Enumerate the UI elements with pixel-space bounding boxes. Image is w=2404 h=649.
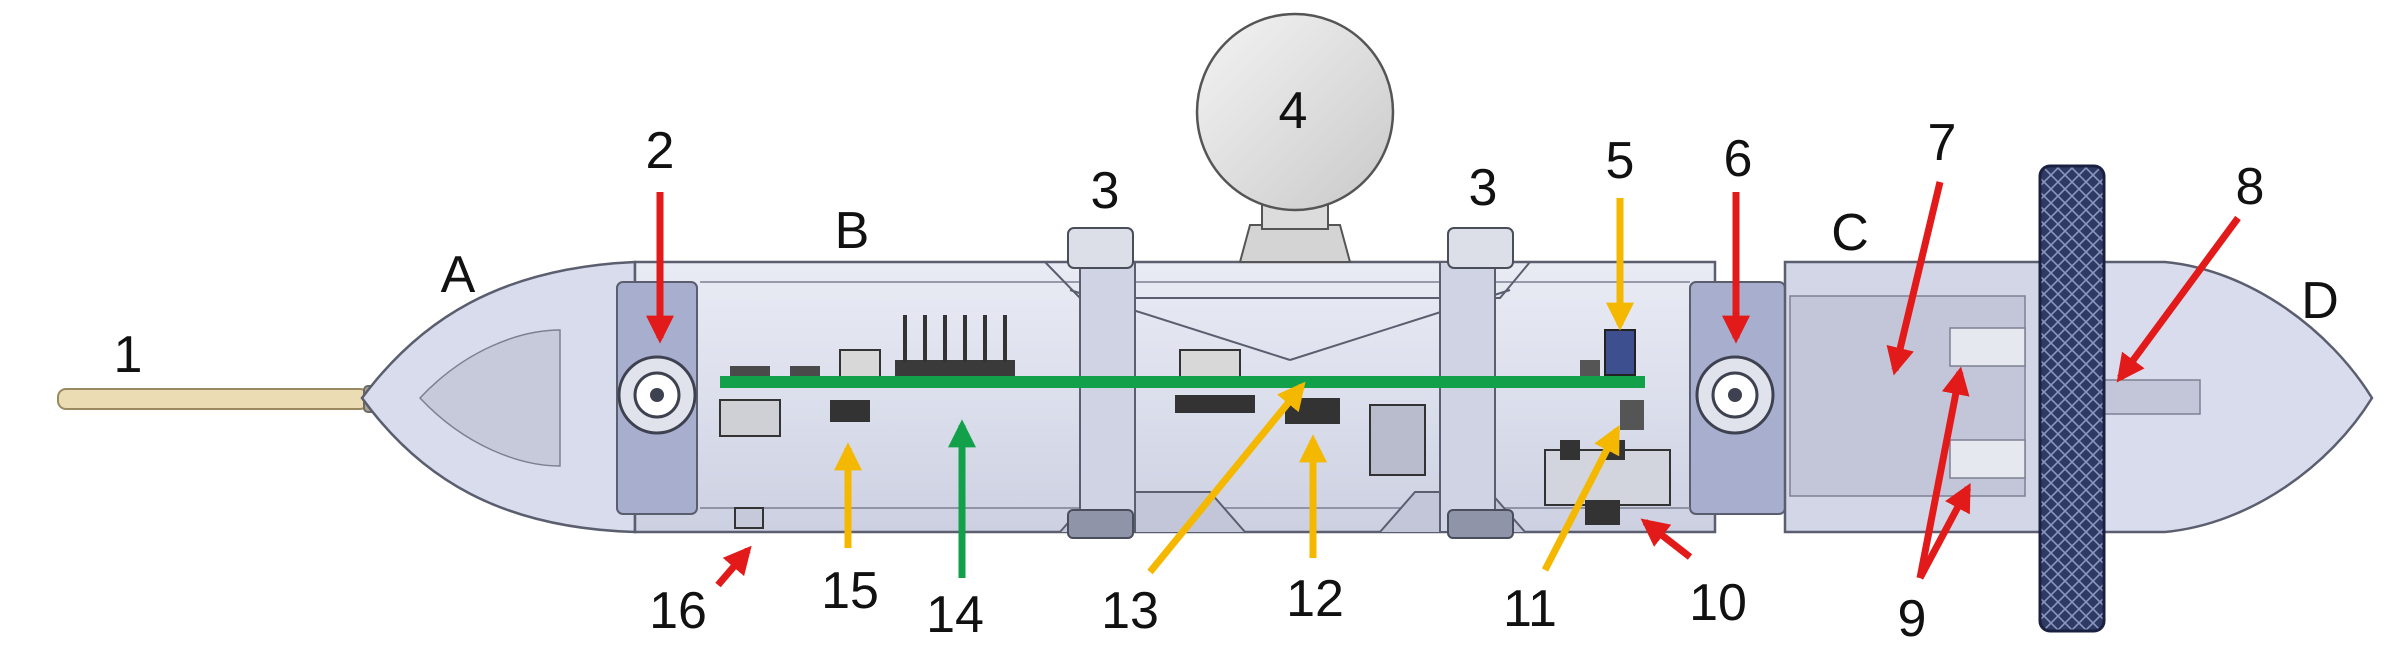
- part-label-1: 1: [114, 326, 143, 384]
- nose-cone-a: [360, 260, 637, 534]
- section-label-c: C: [1831, 204, 1869, 262]
- section-label-d: D: [2301, 272, 2339, 330]
- part-label-2: 2: [646, 122, 675, 180]
- arrow-10: [1640, 518, 1693, 560]
- section-label-a: A: [441, 246, 476, 304]
- part-label-3b: 3: [1469, 159, 1498, 217]
- section-label-b: B: [835, 202, 870, 260]
- knurled-wheel: [2038, 164, 2106, 633]
- part-label-6: 6: [1724, 130, 1753, 188]
- arrow-9a: [1916, 366, 1970, 579]
- part-label-15: 15: [821, 562, 879, 620]
- pin-header: [895, 315, 1015, 376]
- part-label-14: 14: [926, 586, 984, 644]
- part-label-4: 4: [1279, 82, 1308, 140]
- arrow-7: [1886, 181, 1944, 376]
- left-roller: [617, 355, 697, 435]
- part-label-8: 8: [2236, 158, 2265, 216]
- arrow-13: [1147, 381, 1306, 575]
- arrow-9b: [1916, 483, 1972, 580]
- arrow-8: [2116, 215, 2241, 383]
- ball-mount: [1195, 12, 1395, 263]
- part-label-12: 12: [1286, 570, 1344, 628]
- pcb-board: [720, 376, 1645, 388]
- right-roller: [1695, 355, 1775, 435]
- part-label-13: 13: [1101, 582, 1159, 640]
- arrow-16: [715, 545, 752, 588]
- annotation-arrows: [646, 181, 2241, 588]
- part-label-11: 11: [1503, 580, 1557, 638]
- arrow-11: [1541, 425, 1621, 572]
- part-label-10: 10: [1689, 574, 1747, 632]
- part-label-7: 7: [1928, 114, 1957, 172]
- part-label-16: 16: [649, 582, 707, 640]
- part-label-3a: 3: [1091, 162, 1120, 220]
- part-label-9: 9: [1898, 590, 1927, 648]
- part-label-5: 5: [1606, 132, 1635, 190]
- section-c: [1783, 260, 2052, 534]
